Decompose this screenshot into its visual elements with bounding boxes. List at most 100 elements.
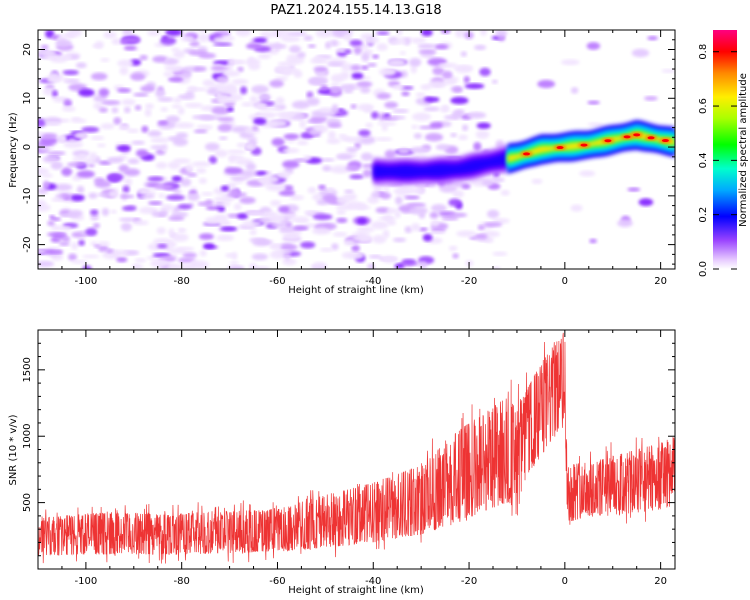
spectrogram-cell <box>307 186 317 194</box>
spectrogram-cell <box>54 183 73 191</box>
spectrogram-cell <box>344 49 352 54</box>
spectrogram-cell <box>400 70 408 78</box>
spectrogram-cell <box>47 220 55 226</box>
spectrogram-cell <box>147 176 164 182</box>
spectrogram-cell <box>251 266 270 269</box>
spectrogram-cell <box>399 51 406 55</box>
spectrogram-cell <box>181 71 192 79</box>
y-tick-label: 500 <box>22 493 33 512</box>
spectrogram-cell <box>273 249 293 254</box>
spectrogram-cell <box>415 92 426 98</box>
spectrogram-cell <box>570 87 579 94</box>
spectrogram-cell <box>233 203 242 211</box>
x-tick-label: 0 <box>562 576 568 587</box>
spectrogram-cell <box>429 121 443 129</box>
spectrogram-cell <box>170 233 189 242</box>
spectrogram-cell <box>299 120 306 129</box>
spectrogram-cell <box>211 201 231 207</box>
spectrogram-cell <box>358 129 371 137</box>
spectrogram-cell <box>255 170 267 176</box>
spectrogram-cell <box>268 106 282 111</box>
spectrogram-cell <box>226 64 233 72</box>
spectrogram-cell <box>58 241 70 246</box>
y-tick-label: -20 <box>22 236 33 252</box>
snr-panel: -100 -80 -60 -40 -20 0 20 500 1000 1500 Height o… <box>8 329 676 596</box>
spectrogram-cell <box>139 188 150 195</box>
spectrogram-cell <box>487 209 500 219</box>
spectrogram-cell <box>286 222 293 228</box>
spectrogram-cell <box>173 97 182 103</box>
spectrogram-cell <box>140 85 156 93</box>
spectrogram-cell <box>460 51 467 57</box>
spectrogram-cell <box>306 119 323 124</box>
spectrogram-cell <box>431 230 446 235</box>
spectrogram-cell <box>66 162 87 167</box>
ridge-hotspot-core <box>661 139 669 143</box>
spectrogram-cell <box>38 167 50 175</box>
spectrogram-cell <box>464 83 485 89</box>
spectrogram-cell <box>294 216 310 224</box>
spectrogram-cell <box>201 192 214 196</box>
spectrogram-cell <box>384 149 396 159</box>
spectrogram-cell <box>189 40 200 47</box>
spectrogram-cell <box>193 66 207 72</box>
spectrogram-cell <box>454 109 466 116</box>
spectrogram-cell <box>434 44 449 50</box>
spectrogram-cell <box>277 61 296 67</box>
spectrogram-cell <box>63 141 84 149</box>
spectrogram-cell <box>408 187 424 194</box>
spectrogram-cell <box>229 187 240 196</box>
spectrogram-cell <box>110 209 117 214</box>
spectrogram-cell <box>454 30 466 38</box>
spectrogram-cell <box>327 122 342 128</box>
spectrogram-cell <box>38 260 55 267</box>
spectrogram-cell <box>126 128 140 133</box>
spectrogram-cell <box>401 91 410 97</box>
spectrogram-cell <box>421 30 433 37</box>
spectrogram-cell <box>51 197 63 202</box>
spectrogram-cell <box>461 183 471 190</box>
spectrogram-cell <box>186 172 198 177</box>
spectrogram-cell <box>384 101 398 109</box>
x-tick-label: -100 <box>75 576 98 587</box>
spectrogram-cell <box>357 103 374 111</box>
spectrogram-cell <box>148 201 163 206</box>
spectrogram-ridge <box>373 120 675 186</box>
spectrogram-cell <box>71 260 89 264</box>
colorbar-label: Normalized spectral amplitude <box>738 73 749 227</box>
spectrogram-cell <box>111 107 119 114</box>
x-tick-label: -100 <box>75 276 98 287</box>
spectrogram-cell <box>292 225 309 231</box>
spectrogram-cell <box>61 106 76 112</box>
spectrogram-cell <box>418 49 437 54</box>
spectrogram-cell <box>351 205 372 210</box>
spectrogram-cell <box>343 88 354 94</box>
spectrogram-cell <box>324 42 332 49</box>
spectrogram-cell <box>78 88 95 97</box>
x-tick-label: -20 <box>461 576 477 587</box>
spectrogram-cell <box>237 66 244 73</box>
spectrogram-cell <box>168 228 175 236</box>
spectrogram-cell <box>90 135 105 141</box>
spectrogram-cell <box>251 253 269 261</box>
spectrogram-cell <box>217 116 235 122</box>
spectrogram-cell <box>483 222 503 228</box>
ridge-hotspot-core <box>604 139 612 143</box>
x-tick-label: -80 <box>174 576 190 587</box>
spectrogram-cell <box>360 65 369 70</box>
spectrogram-cell <box>68 253 77 261</box>
spectrogram-cell <box>441 216 459 221</box>
spectrogram-x-ticks: -100 -80 -60 -40 -20 0 20 <box>37 30 667 287</box>
spectrogram-cell <box>227 36 235 41</box>
spectrogram-cell <box>328 130 336 140</box>
spectrogram-cell <box>210 65 229 71</box>
spectrogram-cell <box>157 243 168 249</box>
spectrogram-cell <box>284 232 299 240</box>
spectrogram-cell <box>491 79 498 84</box>
spectrogram-cell <box>276 171 291 179</box>
spectrogram-cell <box>305 223 316 228</box>
spectrogram-cell <box>253 117 267 125</box>
spectrogram-cell <box>38 147 55 151</box>
spectrogram-cell <box>208 155 218 164</box>
